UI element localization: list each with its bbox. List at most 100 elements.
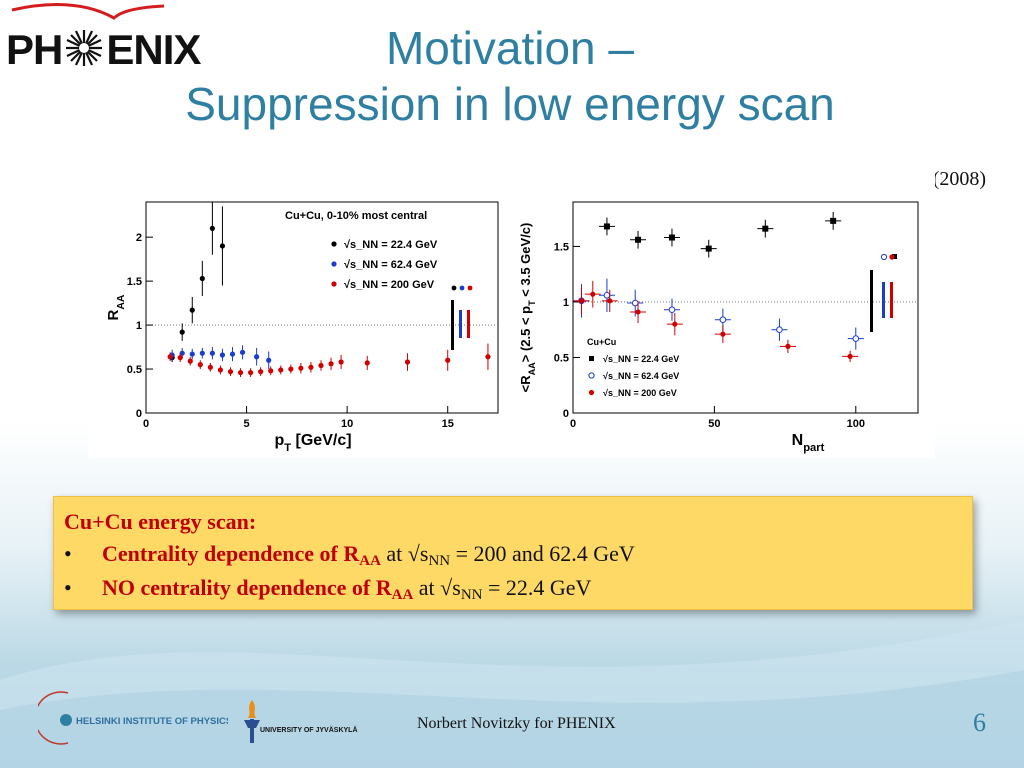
sys-error-box [451, 300, 454, 350]
data-point [266, 357, 272, 363]
sys-marker [459, 285, 465, 291]
data-point [219, 352, 226, 358]
bullet-1-emphasis: Centrality dependence of R [102, 541, 360, 566]
slide-title: Motivation – Suppression in low energy s… [60, 20, 960, 132]
data-point [258, 369, 264, 375]
legend-label: √s_NN = 62.4 GeV [344, 259, 438, 271]
logo-text-left: PH [6, 26, 63, 73]
data-point [672, 321, 678, 327]
legend-label: √s_NN = 200 GeV [603, 388, 677, 398]
data-point [668, 306, 676, 314]
data-point [635, 309, 641, 315]
data-point [199, 350, 205, 356]
legend-marker [588, 372, 595, 379]
data-point [268, 368, 274, 374]
summary-box: Cu+Cu energy scan: • Centrality dependenc… [53, 496, 973, 610]
series-1 [169, 345, 272, 370]
data-point [364, 360, 370, 366]
data-point [830, 217, 837, 224]
phenix-logo: PH ENIX [4, 0, 234, 75]
bullet-2-emphasis: NO centrality dependence of R [102, 575, 392, 600]
data-point [445, 357, 451, 363]
data-point [590, 291, 596, 297]
data-point [847, 353, 853, 359]
legend-label: √s_NN = 200 GeV [344, 279, 435, 291]
sys-error-box [870, 270, 873, 332]
data-point [720, 331, 726, 337]
logo-text-right: ENIX [106, 26, 201, 73]
data-point [278, 367, 284, 373]
sys-marker [880, 253, 888, 261]
data-point [254, 354, 260, 360]
bullet-1-sub: NN [428, 553, 451, 569]
x-axis-label: Npart [792, 432, 825, 454]
data-point [207, 364, 213, 370]
data-point [298, 365, 304, 371]
data-point [603, 291, 611, 299]
y-axis-label: <RAA> (2.5 < pT < 3.5 GeV/c) [518, 223, 537, 393]
data-point [631, 299, 639, 307]
series-0 [598, 211, 842, 258]
legend-label: √s_NN = 22.4 GeV [344, 239, 438, 251]
title-line-2: Suppression in low energy scan [185, 78, 835, 130]
y-tick-label: 1.5 [127, 276, 142, 288]
hip-logo: HELSINKI INSTITUTE OF PHYSICS [38, 691, 228, 745]
bullet-symbol: • [64, 575, 72, 600]
legend-marker [588, 389, 595, 396]
series-2 [167, 343, 491, 377]
data-point [229, 351, 236, 357]
data-point [785, 343, 791, 349]
data-point [288, 366, 294, 372]
torch-flame-icon [248, 700, 256, 718]
data-point [603, 223, 610, 230]
series-0 [169, 202, 226, 363]
legend-marker [331, 241, 337, 247]
logo-arc-icon [11, 3, 165, 20]
series-1 [573, 278, 864, 350]
data-point [607, 298, 613, 304]
data-point [328, 361, 334, 367]
data-point [485, 354, 491, 360]
x-axis-label: pT [GeV/c] [274, 432, 351, 454]
figure: 0 5 10 15 0 0.5 1 1.5 2 pT [GeV/c] RAA Cu+Cu, 0-10%… [88, 170, 935, 458]
data-point [209, 225, 215, 231]
data-point [852, 335, 860, 342]
background-wave [0, 620, 1024, 768]
sys-error-box [459, 310, 462, 338]
x-tick-label: 0 [143, 418, 149, 430]
chart-raa-vs-pt: 0 5 10 15 0 0.5 1 1.5 2 pT [GeV/c] RAA Cu+Cu, 0-10%… [105, 201, 499, 454]
jyu-logo-text: UNIVERSITY OF JYVÄSKYLÄ [260, 726, 358, 734]
legend-label: √s_NN = 22.4 GeV [603, 354, 679, 364]
data-point [217, 367, 224, 373]
bullet-1-emphasis-sub: AA [359, 553, 381, 569]
data-point [762, 225, 769, 232]
y-tick-label: 1 [563, 297, 569, 309]
page-number: 6 [973, 708, 986, 737]
x-tick-label: 15 [442, 418, 454, 430]
sys-marker [467, 285, 473, 291]
x-tick-label: 5 [244, 418, 250, 430]
bullet-1-text: at √s [380, 541, 429, 566]
data-point [197, 362, 203, 368]
data-point [318, 362, 324, 369]
data-point [167, 354, 173, 360]
x-tick-label: 100 [847, 418, 865, 430]
data-point [237, 369, 244, 376]
bullet-2-text: at √s [413, 575, 461, 600]
data-point [189, 351, 195, 357]
data-point [209, 350, 215, 356]
data-point [719, 316, 727, 324]
legend-label: √s_NN = 62.4 GeV [603, 371, 679, 381]
y-tick-label: 0.5 [127, 364, 142, 376]
x-tick-label: 0 [570, 418, 576, 430]
jyu-logo: UNIVERSITY OF JYVÄSKYLÄ [244, 700, 358, 743]
hip-logo-text: HELSINKI INSTITUTE OF PHYSICS [76, 716, 228, 727]
sys-error-box [467, 310, 470, 338]
summary-heading: Cu+Cu energy scan: [64, 509, 257, 534]
y-tick-label: 1.5 [554, 241, 569, 253]
y-tick-label: 2 [136, 232, 142, 244]
data-point [179, 350, 185, 356]
data-point [705, 245, 712, 252]
data-point [404, 359, 411, 365]
summary-bullet-2: • NO centrality dependence of RAA at √sNN… [64, 575, 591, 603]
